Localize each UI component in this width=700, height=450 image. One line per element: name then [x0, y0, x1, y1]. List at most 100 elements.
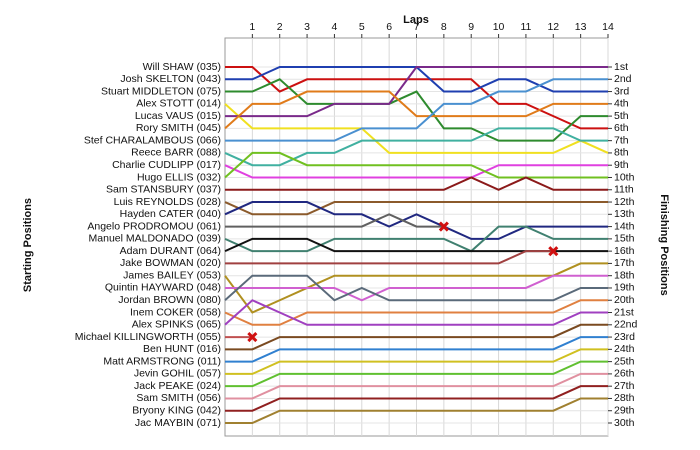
- series-label: Jack PEAKE (024): [134, 380, 221, 392]
- position-line: [225, 372, 608, 400]
- y2-tick-label: 19th: [614, 282, 635, 294]
- y2-tick-label: 21st: [614, 306, 634, 318]
- series-label: Alex STOTT (014): [136, 98, 221, 110]
- y2-tick-label: 11th: [614, 184, 634, 196]
- position-line: [224, 299, 608, 326]
- position-line: [225, 274, 608, 302]
- y2-tick-label: 23rd: [614, 331, 635, 343]
- y2-tick-label: 2nd: [614, 73, 632, 85]
- position-line: [224, 201, 608, 216]
- y2-tick-label: 14th: [614, 220, 635, 232]
- x-tick-label: 12: [547, 21, 559, 33]
- x-tick-label: 6: [386, 21, 392, 33]
- y2-tick-label: 27th: [614, 380, 635, 392]
- y2-tick-label: 26th: [614, 368, 635, 380]
- position-line: [225, 323, 608, 351]
- x-tick-label: 11: [520, 21, 531, 33]
- x-tick-label: 9: [468, 21, 474, 33]
- y2-tick-label: 16th: [614, 245, 635, 257]
- series-label: Inem COKER (058): [130, 306, 221, 318]
- position-line: [225, 176, 608, 191]
- series-label: Jac MAYBIN (071): [135, 417, 221, 429]
- y-axis-title: Starting Positions: [22, 198, 34, 292]
- x-tick-label: 4: [332, 21, 338, 33]
- position-line: [224, 274, 608, 302]
- position-line: [225, 336, 608, 363]
- position-line: [225, 78, 608, 142]
- series-label: Jake BOWMAN (020): [120, 257, 221, 269]
- series-label: Michael KILLINGWORTH (055): [75, 331, 221, 343]
- series-label: Angelo PRODROMOU (061): [87, 220, 221, 232]
- series-label: Adam DURANT (064): [120, 245, 221, 257]
- y2-tick-label: 6th: [614, 122, 629, 134]
- y2-tick-label: 3rd: [614, 85, 629, 97]
- x-axis-title: Laps: [403, 14, 429, 26]
- position-line: [225, 348, 608, 375]
- position-line: [225, 397, 608, 424]
- y2-tick-label: 28th: [614, 392, 635, 404]
- y2-tick-label: 18th: [614, 269, 635, 281]
- series-label: Lucas VAUS (015): [135, 110, 221, 122]
- y2-tick-label: 4th: [614, 98, 629, 110]
- position-line: [225, 385, 608, 412]
- x-tick-label: 5: [359, 21, 365, 33]
- series-label: Reece BARR (088): [131, 147, 221, 159]
- position-line: [225, 66, 608, 118]
- y2-tick-label: 17th: [614, 257, 635, 269]
- y2-tick-label: 12th: [614, 196, 635, 208]
- y2-tick-label: 22nd: [614, 319, 638, 331]
- series-label: Hugo ELLIS (032): [137, 171, 221, 183]
- series-label: Quintin HAYWARD (048): [105, 282, 221, 294]
- position-line: [225, 213, 444, 228]
- position-line: [224, 90, 608, 130]
- y2-tick-label: 20th: [614, 294, 635, 306]
- x-tick-label: 7: [414, 21, 420, 33]
- y2-axis-title: Finishing Positions: [658, 194, 670, 295]
- series-label: Jordan BROWN (080): [118, 294, 221, 306]
- x-tick-label: 8: [441, 21, 447, 33]
- y2-tick-label: 5th: [614, 110, 629, 122]
- position-line: [224, 127, 608, 167]
- series-label: Alex SPINKS (065): [132, 319, 221, 331]
- y2-tick-label: 30th: [614, 417, 635, 429]
- position-line: [224, 164, 608, 179]
- series-label: Josh SKELTON (043): [120, 73, 221, 85]
- x-tick-label: 1: [249, 21, 255, 33]
- series-label: Manuel MALDONADO (039): [89, 233, 221, 245]
- position-line: [225, 360, 608, 388]
- y2-tick-label: 15th: [614, 233, 635, 245]
- x-tick-label: 10: [493, 21, 505, 33]
- x-tick-label: 3: [304, 21, 310, 33]
- series-label: Ben HUNT (016): [143, 343, 221, 355]
- position-line: [225, 250, 554, 265]
- x-tick-label: 13: [575, 21, 587, 33]
- x-tick-label: 14: [602, 21, 614, 33]
- y2-tick-label: 29th: [614, 405, 635, 417]
- series-label: James BAILEY (053): [123, 269, 221, 281]
- y2-tick-label: 8th: [614, 147, 629, 159]
- series-label: Charlie CUDLIPP (017): [112, 159, 221, 171]
- y2-tick-label: 7th: [614, 134, 629, 146]
- retired-marker: [548, 246, 559, 257]
- series-label: Stuart MIDDLETON (075): [101, 85, 221, 97]
- y2-tick-label: 24th: [614, 343, 635, 355]
- position-line: [224, 151, 608, 179]
- position-line: [224, 201, 608, 240]
- y2-tick-label: 1st: [614, 61, 628, 73]
- series-label: Sam SMITH (056): [136, 392, 221, 404]
- series-label: Stef CHARALAMBOUS (066): [84, 134, 221, 146]
- series-label: Will SHAW (035): [143, 61, 221, 73]
- series-label: Jevin GOHIL (057): [134, 368, 221, 380]
- series-label: Sam STANSBURY (037): [106, 184, 221, 196]
- series-label: Rory SMITH (045): [136, 122, 221, 134]
- series-label: Hayden CATER (040): [120, 208, 221, 220]
- series-label: Luis REYNOLDS (028): [114, 196, 221, 208]
- position-line: [224, 103, 609, 154]
- position-line: [224, 225, 608, 253]
- y2-tick-label: 25th: [614, 355, 635, 367]
- y2-tick-label: 10th: [614, 171, 635, 183]
- position-line: [224, 299, 608, 326]
- retired-marker: [247, 332, 258, 343]
- series-label: Bryony KING (042): [132, 405, 221, 417]
